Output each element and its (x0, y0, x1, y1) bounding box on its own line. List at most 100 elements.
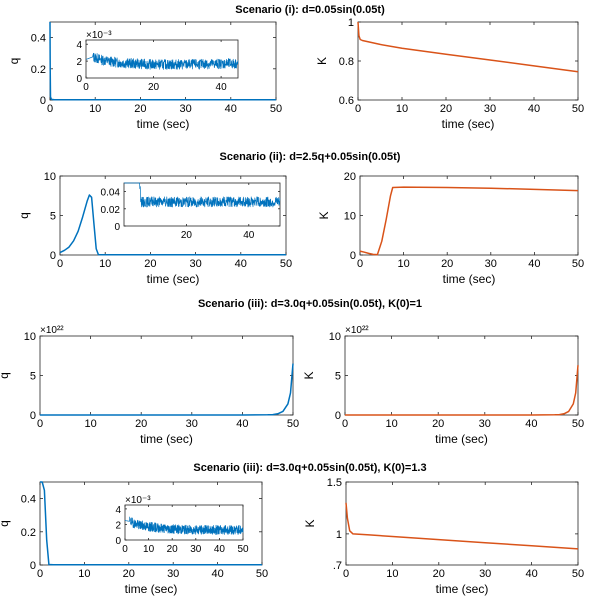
s4q-xtick-label: 10 (78, 568, 90, 580)
s3q-xtick-label: 20 (135, 418, 147, 430)
s2K-ytick-label: 20 (344, 171, 356, 183)
s2K-xtick-label: 40 (528, 258, 540, 270)
s1q-inset: 0 20 40 0 2 4 ×10⁻³ (76, 30, 239, 93)
s1q-xtick-label: 10 (89, 103, 101, 115)
s4q-inset-exponent: ×10⁻³ (125, 495, 151, 506)
s4K-ytick-label: .7 (333, 560, 342, 572)
s1K-xtick-label: 30 (484, 103, 496, 115)
scenario-title-1: Scenario (i): d=0.05sin(0.05t) (235, 4, 385, 16)
s2K-xtick-label: 30 (485, 258, 497, 270)
s2q-inset-xtick-label: 20 (181, 230, 193, 241)
s4K-frame (345, 481, 579, 566)
s4q-xtick-label: 0 (37, 568, 43, 580)
s1q-xtick-label: 40 (225, 103, 237, 115)
s1q-xtick-label: 50 (270, 103, 282, 115)
s2q-inset: 20 40 0 0.02 0.04 (101, 182, 281, 241)
s3q-ylabel: q (0, 372, 11, 379)
chart-s4K: 0 10 20 30 40 50 .7 1 1.5 time (sec) K (303, 477, 584, 596)
s3q-xtick-label: 50 (287, 418, 299, 430)
s4q-inset-ytick-label: 2 (115, 520, 121, 531)
s3q-xlabel: time (sec) (140, 432, 193, 446)
s4K-ylabel: K (303, 519, 317, 527)
s1q-inset-xtick-label: 20 (148, 82, 160, 93)
s4q-ytick-label: 0.2 (21, 527, 36, 539)
s3K-ytick-label: 10 (329, 331, 341, 343)
s1q-inset-ytick-label: 4 (76, 40, 82, 51)
s3q-xtick-label: 10 (84, 418, 96, 430)
chart-s3K: 0 10 20 30 40 50 0 5 10 time (sec) K ×10²² (302, 325, 584, 446)
s4q-ytick-label: 0 (30, 560, 36, 572)
s3K-frame (344, 335, 579, 416)
s2q-ytick-label: 0 (50, 250, 56, 262)
s1K-xtick-label: 0 (355, 103, 361, 115)
s3K-xtick-label: 50 (572, 418, 584, 430)
s3q-xtick-label: 40 (236, 418, 248, 430)
s4q-series-line (40, 481, 262, 566)
s1q-ylabel: q (7, 58, 21, 65)
chart-s2q: 0 10 20 30 40 50 0 5 10 time (sec) q 20 40 0 0.02 0.04 (17, 171, 292, 286)
s4K-xtick-label: 10 (386, 568, 398, 580)
s3q-xtick-label: 0 (37, 418, 43, 430)
s2q-ytick-label: 5 (50, 211, 56, 223)
s1q-inset-xtick-label: 0 (83, 82, 89, 93)
s3K-exponent: ×10²² (345, 325, 369, 336)
s4K-xtick-label: 0 (343, 568, 349, 580)
s4q-inset-xtick-label: 10 (143, 544, 155, 555)
s3K-series-line (345, 365, 579, 416)
s4q-xtick-label: 50 (256, 568, 268, 580)
s3q-frame (39, 335, 294, 416)
s2q-inset-ytick-label: 0 (114, 222, 120, 233)
s1q-series-line (49, 21, 276, 101)
s4q-inset: 0 10 20 30 40 50 0 2 4 ×10⁻³ (115, 495, 249, 555)
s1q-inset-xtick-label: 40 (216, 82, 228, 93)
s3K-ytick-label: 5 (335, 371, 341, 383)
s1q-xtick-label: 30 (179, 103, 191, 115)
s3K-ytick-label: 0 (335, 410, 341, 422)
s1q-xtick-label: 0 (47, 103, 53, 115)
s4q-inset-ytick-label: 0 (115, 536, 121, 547)
s4q-xtick-label: 40 (211, 568, 223, 580)
s2q-xtick-label: 40 (235, 258, 247, 270)
s3K-xtick-label: 0 (342, 418, 348, 430)
chart-s1K: 0 10 20 30 40 50 0.6 0.8 1 time (sec) K (315, 17, 584, 131)
s1K-ytick-label: 0.8 (339, 56, 354, 68)
s4q-inset-xtick-label: 20 (167, 544, 179, 555)
s4q-inset-xtick-label: 50 (237, 544, 249, 555)
s1K-ylabel: K (315, 57, 329, 65)
s1K-ytick-label: 1 (348, 17, 354, 29)
s3K-xlabel: time (sec) (435, 432, 488, 446)
s1K-xtick-label: 20 (440, 103, 452, 115)
s1K-ytick-label: 0.6 (339, 95, 354, 107)
s2K-ylabel: K (317, 211, 331, 219)
s1K-frame (357, 21, 579, 101)
s2q-ytick-label: 10 (44, 171, 56, 183)
s1K-series-line (357, 21, 579, 73)
s1q-inset-ytick-label: 0 (76, 74, 82, 85)
s1q-xtick-label: 20 (134, 103, 146, 115)
s2q-ylabel: q (17, 212, 31, 219)
s4K-ytick-label: 1.5 (327, 477, 342, 489)
s2K-xtick-label: 20 (441, 258, 453, 270)
s4q-xlabel: time (sec) (125, 582, 178, 596)
s4q-ytick-label: 0.4 (21, 494, 36, 506)
s1K-xlabel: time (sec) (442, 117, 495, 131)
s3q-ytick-label: 0 (30, 410, 36, 422)
s4K-xtick-label: 40 (525, 568, 537, 580)
s2q-series-line (59, 194, 286, 256)
chart-s3q: 0 10 20 30 40 50 0 5 10 time (sec) q ×10²² (0, 325, 299, 446)
s1q-xlabel: time (sec) (137, 117, 190, 131)
s2q-xtick-label: 10 (99, 258, 111, 270)
s3q-xtick-label: 30 (186, 418, 198, 430)
s3K-xtick-label: 10 (385, 418, 397, 430)
s3K-xtick-label: 30 (479, 418, 491, 430)
s2K-xtick-label: 10 (397, 258, 409, 270)
s4K-ytick-label: 1 (336, 529, 342, 541)
s1q-inset-series-line (85, 52, 239, 70)
s2q-xtick-label: 20 (144, 258, 156, 270)
s3K-xtick-label: 20 (432, 418, 444, 430)
s4q-inset-series-line (124, 516, 244, 535)
scenario-title-4: Scenario (iii): d=3.0q+0.05sin(0.05t), K… (193, 462, 426, 474)
s4q-inset-frame (124, 504, 244, 541)
